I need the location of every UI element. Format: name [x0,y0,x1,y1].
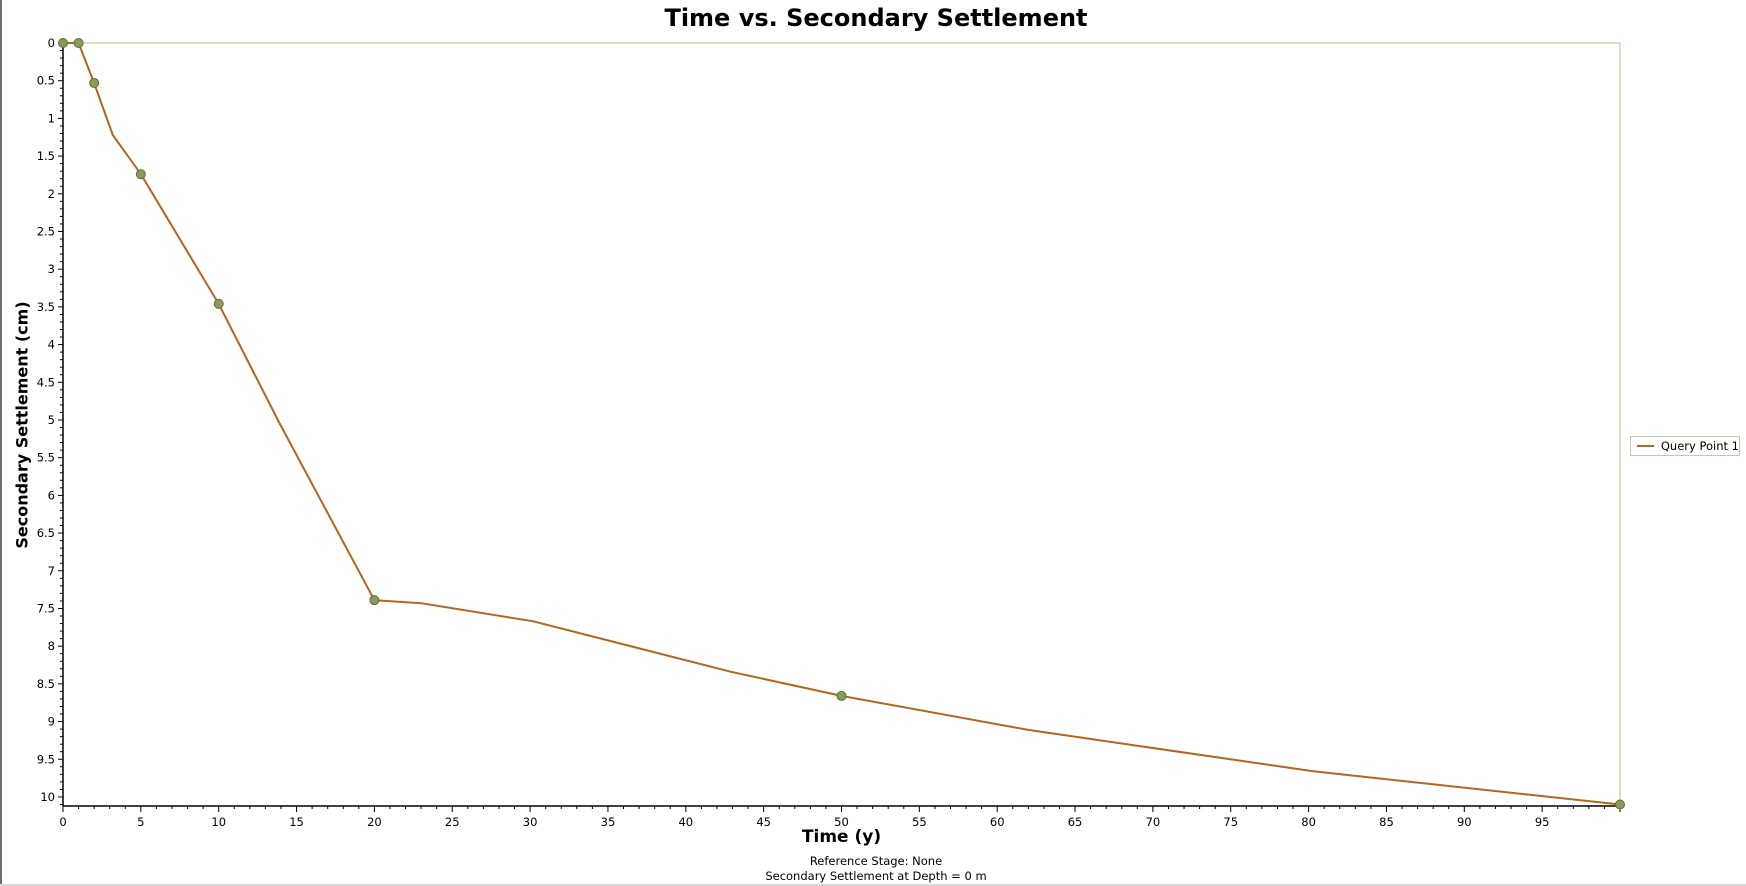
x-axis: 0 5 10 15 20 25 30 35 40 45 50 55 60 65 70 75 80 85 90 95 [59,805,1621,829]
data-point-marker [1615,799,1625,810]
x-tick-label: 25 [445,815,460,829]
legend-item-label: Query Point 1 [1660,439,1739,453]
data-point-marker [369,595,380,606]
y-tick-label: 6.5 [37,526,55,540]
y-tick-label: 5 [48,413,55,427]
data-point-marker [135,169,146,180]
y-tick-label: 0.5 [37,74,55,88]
y-tick-label: 7 [48,564,55,578]
y-tick-label: 9.5 [37,752,55,766]
data-series [58,38,1625,810]
x-tick-label: 85 [1379,815,1394,829]
y-tick-label: 2.5 [37,224,55,238]
x-tick-label: 95 [1535,815,1550,829]
y-tick-label: 4.5 [37,375,55,389]
x-tick-label: 10 [211,815,226,829]
x-tick-label: 55 [912,815,927,829]
x-tick-label: 5 [137,815,144,829]
y-tick-label: 4 [48,338,55,352]
legend: Query Point 1 [1630,436,1740,456]
y-tick-label: 9 [48,715,55,729]
y-tick-label: 6 [48,488,55,502]
y-tick-label: 7.5 [37,601,55,615]
x-tick-label: 60 [990,815,1005,829]
y-tick-label: 5.5 [37,451,55,465]
data-point-marker [836,690,847,701]
x-tick-label: 80 [1301,815,1316,829]
x-tick-label: 90 [1457,815,1472,829]
data-point-marker [73,38,84,48]
legend-line-icon [1637,445,1654,447]
y-tick-label: 1 [48,111,55,125]
data-point-marker [58,38,68,48]
x-tick-label: 35 [601,815,616,829]
x-tick-label: 30 [523,815,538,829]
y-tick-label: 10 [40,790,55,804]
x-tick-label: 0 [59,815,66,829]
x-tick-label: 65 [1068,815,1083,829]
y-axis-label: Secondary Settlement (cm) [12,301,32,549]
x-tick-label: 75 [1223,815,1238,829]
y-tick-label: 0 [48,36,55,50]
x-tick-label: 70 [1146,815,1161,829]
x-tick-label: 15 [289,815,304,829]
data-point-marker [89,77,100,88]
y-axis: 0 0.5 1 1.5 2 2.5 3 3.5 4 4.5 5 5.5 6 6.5 7 7.5 8 8.5 9 9.5… [37,36,64,806]
window-left-border [0,0,2,886]
window-bottom-border [0,884,1746,886]
x-tick-label: 50 [834,815,849,829]
caption-reference-stage: Reference Stage: None [809,854,943,868]
plot-border [63,42,1621,806]
y-tick-label: 2 [48,187,55,201]
data-point-marker [213,298,224,309]
y-tick-label: 8.5 [37,677,55,691]
y-tick-label: 8 [48,639,55,653]
x-tick-label: 40 [678,815,693,829]
x-tick-label: 45 [756,815,771,829]
series-line [63,42,1621,806]
chart-title: Time vs. Secondary Settlement [664,4,1088,32]
x-tick-label: 20 [367,815,382,829]
y-tick-label: 1.5 [37,149,55,163]
y-tick-label: 3.5 [37,300,55,314]
x-axis-label: Time (y) [801,827,882,847]
y-tick-label: 3 [48,262,55,276]
caption-depth: Secondary Settlement at Depth = 0 m [765,869,987,883]
